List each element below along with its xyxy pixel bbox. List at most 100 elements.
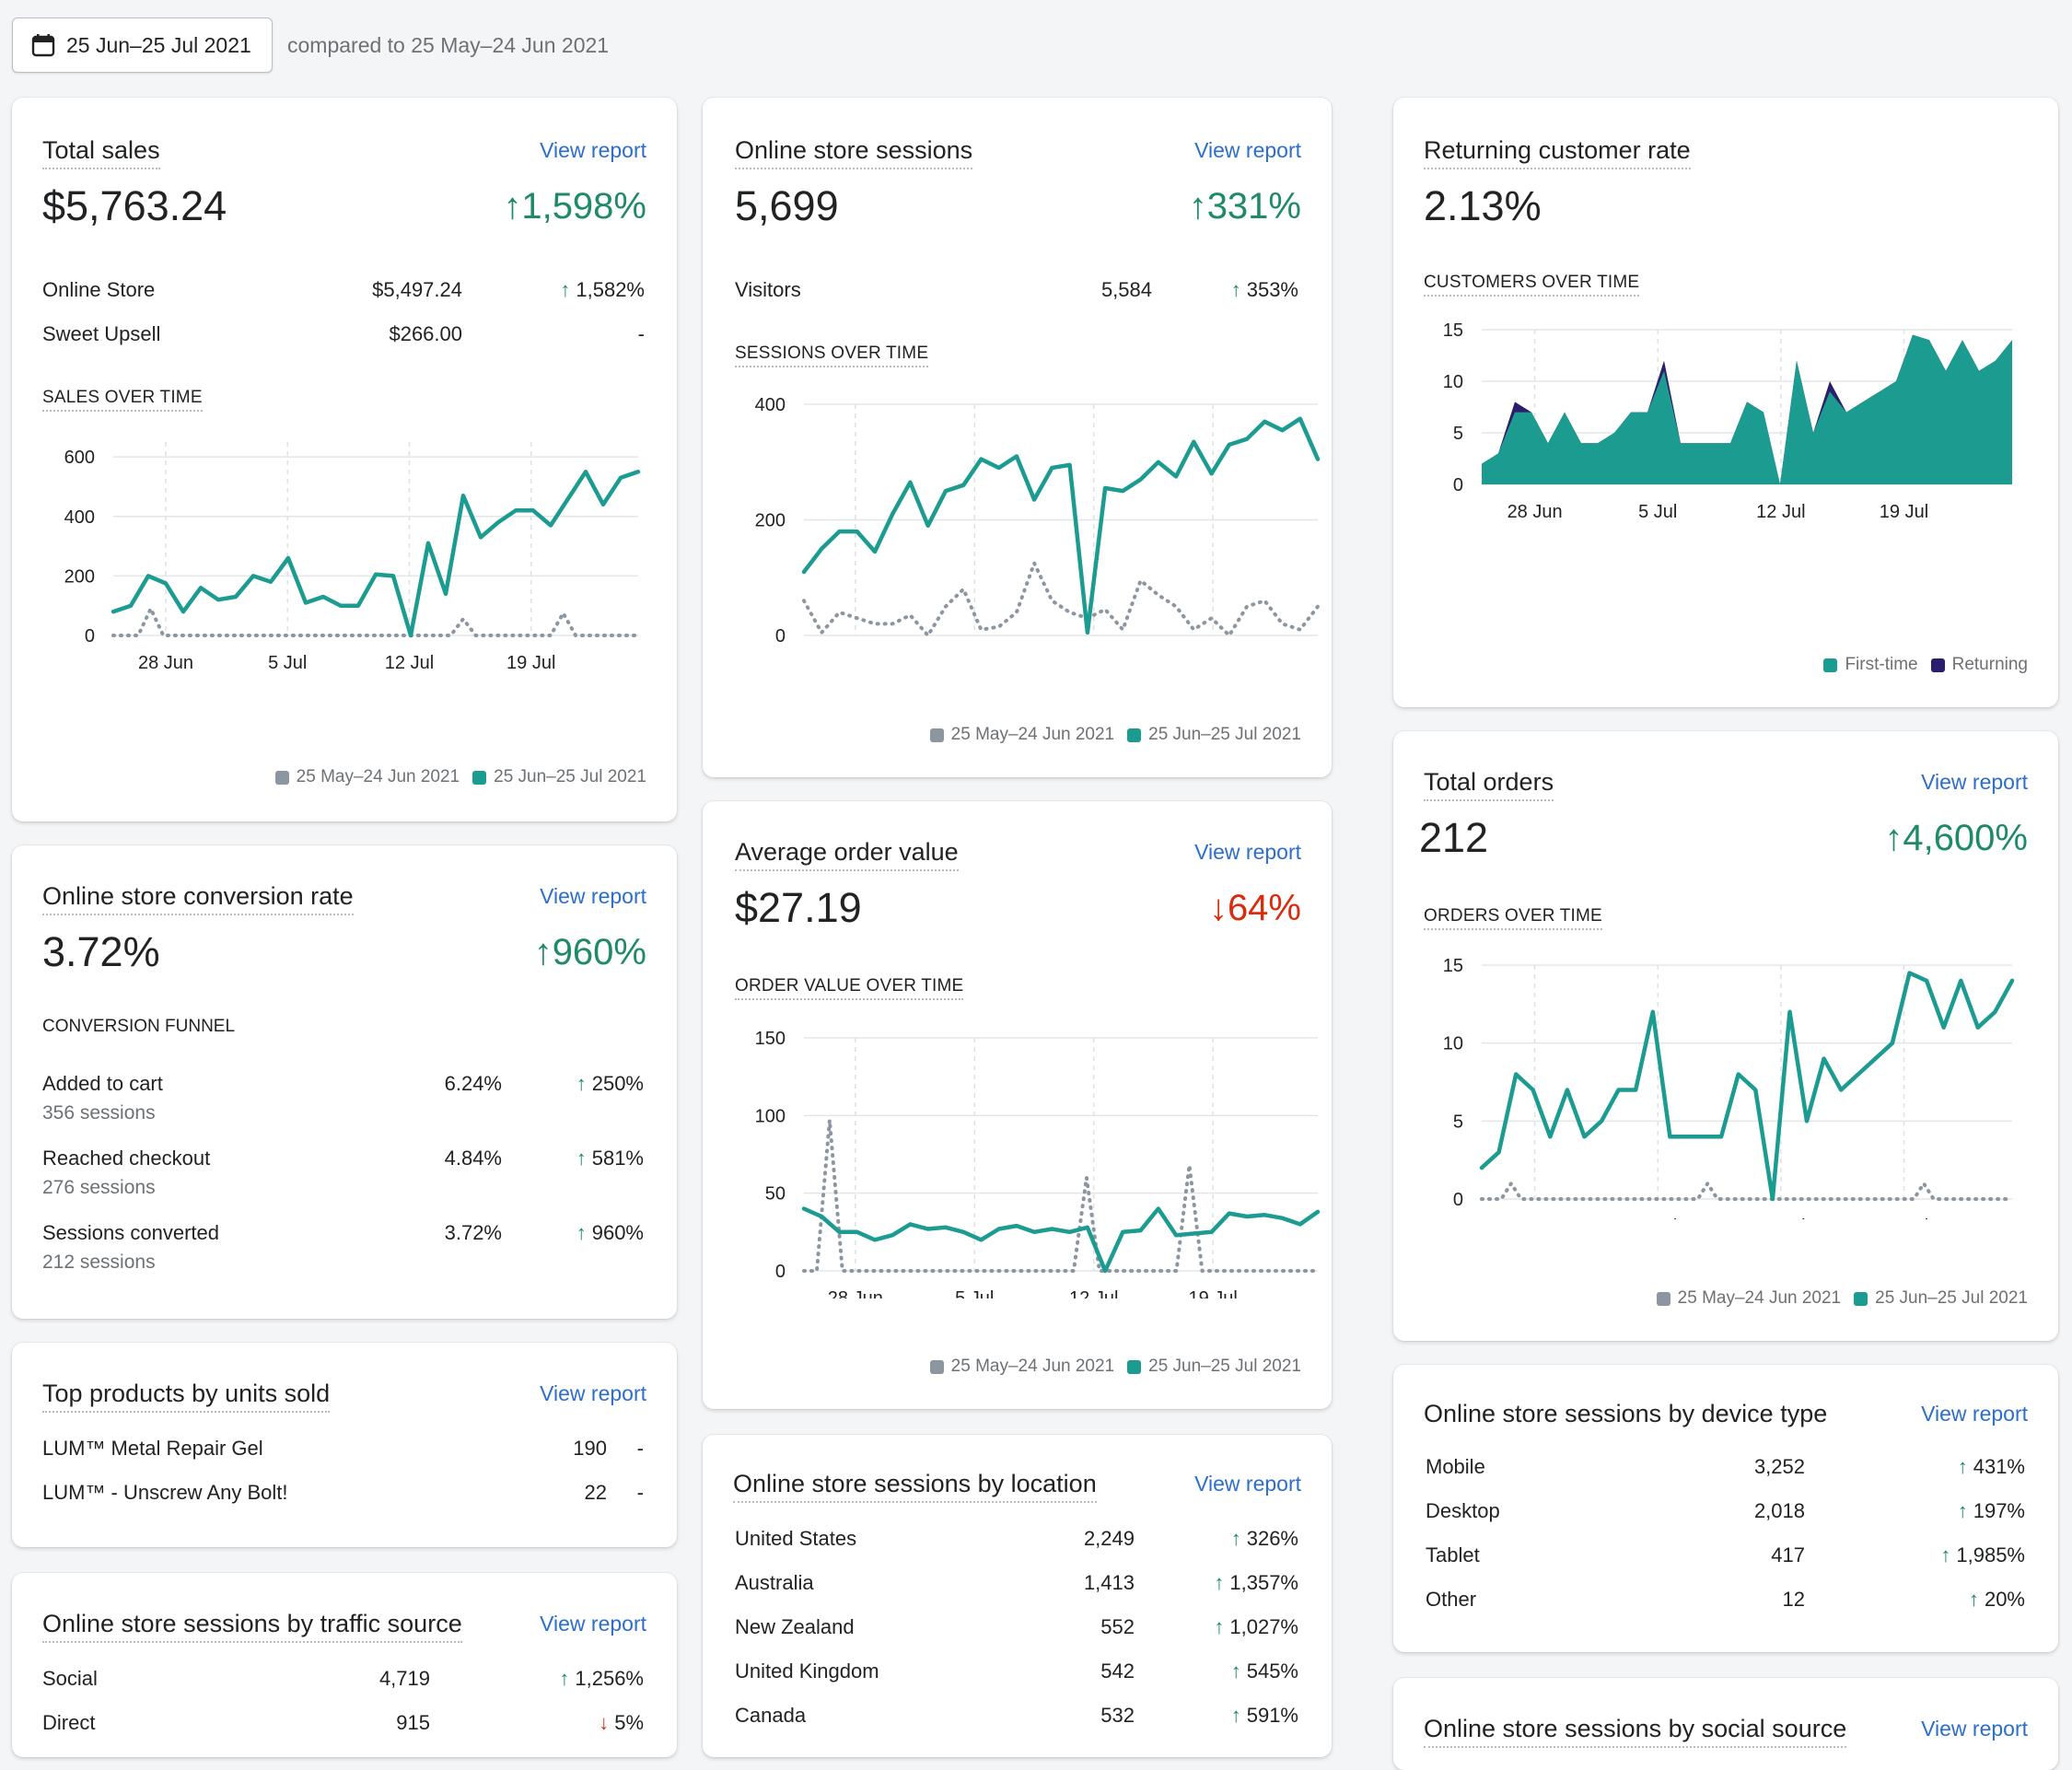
location-value: 552 [1100,1615,1135,1638]
traffic-source-delta: ↑ 1,256% [559,1667,644,1690]
x-tick-label: 12 Jul [385,653,434,673]
location-value: 1,413 [1083,1571,1135,1594]
y-tick-label: 15 [1443,320,1463,341]
card-title: Online store sessions by location [733,1470,1097,1503]
metric-value: $5,763.24 [42,182,227,229]
y-tick-label: 15 [1443,956,1463,976]
product-name[interactable]: LUM™ Metal Repair Gel [42,1437,263,1460]
chart-caption: CUSTOMERS OVER TIME [1424,273,1640,297]
view-report-link[interactable]: View report [1921,1717,2028,1741]
location-delta: ↑ 1,357% [1214,1571,1298,1594]
arrow-up-icon: ↑ [576,1147,587,1170]
view-report-link[interactable]: View report [1194,840,1301,864]
card-title: Total sales [42,136,160,169]
location-value: 542 [1100,1659,1135,1683]
view-report-link[interactable]: View report [1194,138,1301,162]
y-tick-label: 0 [1453,1190,1463,1210]
device-value: 2,018 [1753,1499,1805,1522]
device-label: Mobile [1426,1455,1485,1478]
order-value-chart: 0 50 100 150 28 Jun 5 Jul 12 Jul 19 Jul [755,1029,1321,1298]
legend-label-current: 25 Jun–25 Jul 2021 [1148,725,1301,744]
view-report-link[interactable]: View report [1194,1472,1301,1496]
legend-label-previous: 25 May–24 Jun 2021 [1677,1288,1842,1308]
location-delta: ↑ 326% [1230,1527,1298,1550]
card-title: Online store conversion rate [42,882,354,915]
arrow-up-icon: ↑ [1230,1659,1241,1683]
metric-value: 3.72% [42,928,160,975]
x-tick-label: 28 Jun [1507,1217,1563,1219]
total-sales-card: Total sales View report $5,763.24 ↑1,598… [12,98,677,821]
view-report-link[interactable]: View report [540,1612,646,1636]
traffic-source-card: Online store sessions by traffic source … [12,1573,677,1757]
legend-swatch-current [1127,728,1142,742]
card-title: Total orders [1424,768,1554,801]
device-delta: ↑ 197% [1957,1499,2025,1522]
card-title: Online store sessions by device type [1424,1400,1828,1427]
x-tick-label: 19 Jul [1188,1288,1237,1298]
y-tick-label: 50 [765,1184,786,1205]
x-tick-label: 19 Jul [506,653,555,673]
traffic-source-label: Direct [42,1711,96,1734]
total-orders-card: Total orders View report 212 ↑4,600% ORD… [1393,731,2058,1341]
arrow-up-icon: ↑ [1957,1499,1968,1522]
traffic-source-label: Social [42,1667,98,1690]
orders-chart: 0 5 10 15 28 Jun 5 Jul 12 Jul 19 Jul [1443,956,2015,1219]
location-delta: ↑ 1,027% [1214,1615,1298,1638]
x-tick-label: 5 Jul [1638,502,1677,522]
chart-legend: 25 May–24 Jun 2021 25 Jun–25 Jul 2021 [262,767,646,787]
chart-legend: First-time Returning [1810,655,2028,675]
product-units: 22 [584,1481,607,1504]
view-report-link[interactable]: View report [540,138,646,162]
y-tick-label: 150 [755,1029,786,1049]
view-report-link[interactable]: View report [540,884,646,908]
arrow-up-icon: ↑ [560,278,571,301]
chart-caption: SESSIONS OVER TIME [735,344,929,367]
compare-text: compared to 25 May–24 Jun 2021 [287,33,610,57]
metric-delta: ↑4,600% [1884,818,2028,858]
legend-label-current: 25 Jun–25 Jul 2021 [494,767,646,786]
legend-label-previous: 25 May–24 Jun 2021 [950,1357,1115,1376]
y-tick-label: 10 [1443,1034,1463,1054]
card-title: Online store sessions by traffic source [42,1610,462,1643]
location-label: United Kingdom [735,1659,879,1683]
legend-label-current: 25 Jun–25 Jul 2021 [1148,1357,1301,1376]
x-tick-label: 5 Jul [1638,1217,1677,1219]
breakdown-label: Online Store [42,278,156,301]
device-value: 12 [1782,1588,1805,1611]
view-report-link[interactable]: View report [1921,770,2028,794]
series-line-previous [802,561,1320,637]
view-report-link[interactable]: View report [540,1381,646,1405]
breakdown-label: Visitors [735,278,801,301]
series-line-previous [802,1118,1320,1273]
funnel-step-label: Added to cart [42,1072,163,1095]
legend-label-returning: Returning [1951,655,2028,674]
arrow-up-icon: ↑ [1230,1527,1241,1550]
y-tick-label: 0 [1453,475,1463,495]
y-tick-label: 400 [755,395,786,415]
arrow-up-icon: ↑ [533,932,553,972]
legend-swatch-current [1127,1359,1142,1374]
device-delta: ↑ 1,985% [1940,1543,2025,1566]
date-range-button[interactable]: 25 Jun–25 Jul 2021 [12,17,273,73]
location-value: 532 [1100,1704,1135,1727]
product-name[interactable]: LUM™ - Unscrew Any Bolt! [42,1481,288,1504]
device-delta: ↑ 431% [1957,1455,2025,1478]
legend-swatch-first-time [1823,658,1838,672]
legend-label-previous: 25 May–24 Jun 2021 [950,725,1115,744]
sessions-by-device-card: Online store sessions by device type Vie… [1393,1365,2058,1652]
sales-chart: 0 200 400 600 28 Jun 5 Jul 12 Jul 19 Jul [64,442,641,673]
arrow-up-icon: ↑ [576,1221,587,1244]
x-tick-label: 28 Jun [1507,502,1563,522]
legend-swatch-current [1854,1291,1868,1306]
breakdown-value: $266.00 [389,322,462,345]
view-report-link[interactable]: View report [1921,1402,2028,1426]
y-tick-label: 0 [775,626,786,646]
x-tick-label: 5 Jul [268,653,307,673]
y-tick-label: 5 [1453,424,1463,444]
device-label: Desktop [1426,1499,1500,1522]
x-tick-label: 19 Jul [1880,1217,1928,1219]
chart-caption: ORDERS OVER TIME [1424,906,1602,930]
funnel-step-rate: 4.84% [444,1147,502,1170]
y-tick-label: 200 [755,511,786,531]
